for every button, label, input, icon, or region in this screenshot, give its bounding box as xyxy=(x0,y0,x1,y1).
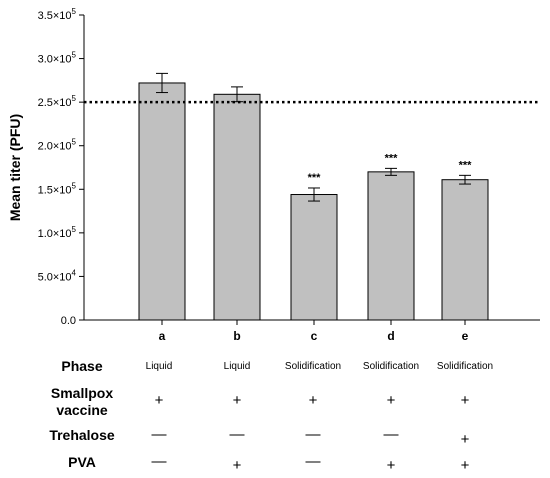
x-ticks: a b c d e xyxy=(159,320,469,343)
cell-phase-e: Solidification xyxy=(436,361,494,372)
y-tick-label: 1.0×105 xyxy=(38,225,77,240)
x-tick-label-b: b xyxy=(233,329,240,343)
cell-trehalose-e: + xyxy=(460,431,470,448)
bar-a xyxy=(138,82,186,321)
row-label-phase: Phase xyxy=(61,358,103,374)
cell-trehalose-d: — xyxy=(383,426,399,443)
error-bar-c xyxy=(308,187,320,202)
y-axis-label: Mean titer (PFU) xyxy=(7,114,23,221)
cell-smallpox-b: + xyxy=(232,392,242,409)
y-tick-label: 5.0×104 xyxy=(38,268,77,283)
bar-c xyxy=(290,194,338,321)
cell-smallpox-c: + xyxy=(308,392,318,409)
row-label-trehalose: Trehalose xyxy=(49,427,115,443)
x-tick-label-d: d xyxy=(387,329,394,343)
cell-pva-e: + xyxy=(460,457,470,474)
cell-trehalose-a: — xyxy=(151,426,167,443)
error-bars xyxy=(156,72,471,202)
significance-e: *** xyxy=(459,159,473,171)
y-tick-label: 1.5×105 xyxy=(38,181,77,196)
x-tick-label-a: a xyxy=(159,329,166,343)
cell-smallpox-e: + xyxy=(460,392,470,409)
design-table: Phase Liquid Liquid Solidification Solid… xyxy=(0,350,550,478)
cell-phase-b: Liquid xyxy=(223,361,251,372)
bar-b xyxy=(213,93,261,321)
error-bar-d xyxy=(385,167,397,176)
error-bar-e xyxy=(459,174,471,185)
bar-e xyxy=(441,179,489,321)
y-tick-label: 0.0 xyxy=(61,315,76,327)
x-tick-label-e: e xyxy=(462,329,469,343)
row-label-pva: PVA xyxy=(68,454,96,470)
cell-phase-d: Solidification xyxy=(362,361,420,372)
cell-phase-a: Liquid xyxy=(145,361,173,372)
error-bar-a xyxy=(156,72,168,94)
bar-d xyxy=(367,171,415,321)
bar-chart: 0.0 5.0×104 1.0×105 1.5×105 2.0×105 2.5×105 3.… xyxy=(7,7,540,343)
x-tick-label-c: c xyxy=(311,329,318,343)
significance-d: *** xyxy=(385,152,399,164)
cell-trehalose-b: — xyxy=(229,426,245,443)
cell-pva-a: — xyxy=(151,453,167,470)
cell-pva-d: + xyxy=(386,457,396,474)
significance-markers: *** *** *** xyxy=(308,152,473,184)
cell-phase-c: Solidification xyxy=(284,361,342,372)
cell-smallpox-d: + xyxy=(386,392,396,409)
y-tick-label: 2.0×105 xyxy=(38,138,77,153)
y-tick-label: 3.0×105 xyxy=(38,51,77,66)
y-ticks: 0.0 5.0×104 1.0×105 1.5×105 2.0×105 2.5×105 3.… xyxy=(38,7,84,327)
cell-smallpox-a: + xyxy=(154,392,164,409)
cell-pva-c: — xyxy=(305,453,321,470)
cell-pva-b: + xyxy=(232,457,242,474)
significance-c: *** xyxy=(308,172,322,184)
y-tick-label: 2.5×105 xyxy=(38,94,77,109)
cell-trehalose-c: — xyxy=(305,426,321,443)
y-tick-label: 3.5×105 xyxy=(38,7,77,22)
row-label-smallpox: Smallpox vaccine xyxy=(50,385,114,418)
